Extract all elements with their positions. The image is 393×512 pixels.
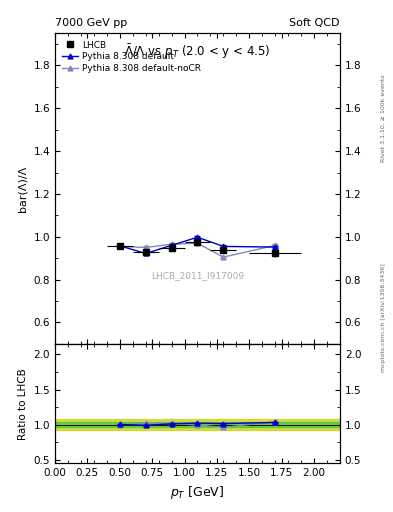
Text: Rivet 3.1.10, ≥ 100k events: Rivet 3.1.10, ≥ 100k events [381,74,386,162]
Text: LHCB_2011_I917009: LHCB_2011_I917009 [151,271,244,280]
Bar [55,422,340,427]
X-axis label: $p_T$ [GeV]: $p_T$ [GeV] [170,484,225,501]
Text: $\bar{\Lambda}/\Lambda$ vs $p_T$ (2.0 < y < 4.5): $\bar{\Lambda}/\Lambda$ vs $p_T$ (2.0 < … [124,42,271,61]
Bar [55,419,340,430]
Legend: LHCB, Pythia 8.308 default, Pythia 8.308 default-noCR: LHCB, Pythia 8.308 default, Pythia 8.308… [59,38,204,76]
Y-axis label: bar(Λ)/Λ: bar(Λ)/Λ [18,165,28,211]
Text: mcplots.cern.ch [arXiv:1306.3436]: mcplots.cern.ch [arXiv:1306.3436] [381,263,386,372]
Text: 7000 GeV pp: 7000 GeV pp [55,18,127,28]
Text: Soft QCD: Soft QCD [290,18,340,28]
Y-axis label: Ratio to LHCB: Ratio to LHCB [18,368,28,439]
